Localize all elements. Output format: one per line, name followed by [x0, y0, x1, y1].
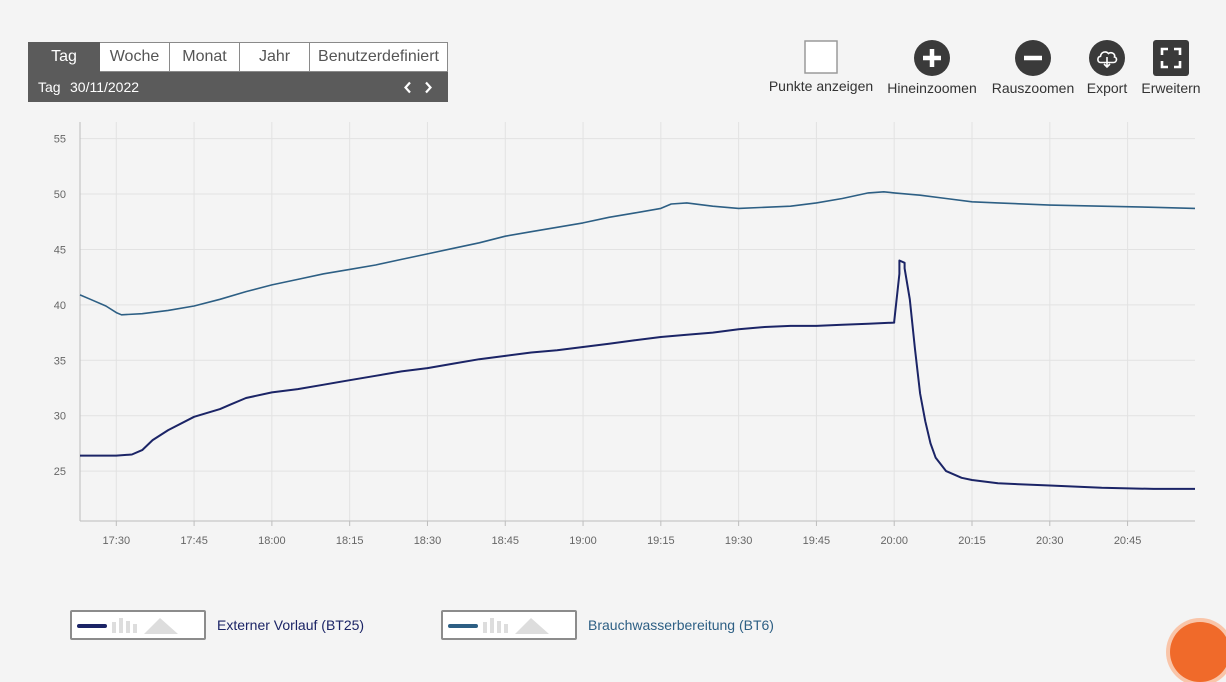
legend-swatch-box [70, 610, 206, 640]
x-tick-label: 19:00 [569, 535, 597, 547]
legend-series-icon [448, 618, 549, 634]
x-tick-label: 18:00 [258, 535, 286, 547]
legend-swatch-box [441, 610, 577, 640]
legend-label-bt25: Externer Vorlauf (BT25) [217, 617, 365, 633]
tab-tag[interactable]: Tag [28, 42, 100, 72]
x-tick-label: 18:30 [414, 535, 442, 547]
date-period-label: Tag [38, 79, 61, 95]
tab-jahr[interactable]: Jahr [240, 42, 310, 72]
x-tick-label: 17:45 [180, 535, 208, 547]
y-tick-label: 25 [54, 466, 66, 478]
legend-series-icon [77, 618, 178, 634]
export-button[interactable]: Export [1084, 40, 1130, 96]
y-tick-label: 45 [54, 244, 66, 256]
x-tick-label: 17:30 [103, 535, 131, 547]
export-label: Export [1086, 80, 1128, 96]
date-value[interactable]: 30/11/2022 [70, 79, 140, 95]
tab-benutzerdefiniert[interactable]: Benutzerdefiniert [310, 42, 448, 72]
expand-button[interactable]: Erweitern [1140, 40, 1202, 96]
x-tick-label: 20:15 [958, 535, 986, 547]
zoom-out-button[interactable]: Rauszoomen [990, 40, 1076, 96]
previous-day-button[interactable] [401, 72, 415, 102]
checkbox-icon [804, 40, 838, 74]
tab-monat[interactable]: Monat [170, 42, 240, 72]
y-tick-label: 30 [54, 411, 66, 423]
range-tabs: Tag Woche Monat Jahr Benutzerdefiniert [28, 42, 448, 72]
expand-label: Erweitern [1141, 80, 1201, 96]
zoom-in-label: Hineinzoomen [887, 80, 977, 96]
minus-circle-icon [1015, 40, 1051, 76]
y-tick-label: 55 [54, 134, 66, 146]
temperature-chart[interactable]: 25 30 35 40 45 50 55 17:30 17:45 18:00 18:15 18:30 1… [0, 0, 1226, 600]
x-tick-label: 20:30 [1036, 535, 1064, 547]
tab-woche[interactable]: Woche [100, 42, 170, 72]
plus-circle-icon [914, 40, 950, 76]
legend-item-bt6[interactable]: Brauchwasserbereitung (BT6) [441, 610, 801, 642]
zoom-in-button[interactable]: Hineinzoomen [885, 40, 979, 96]
zoom-out-label: Rauszoomen [991, 80, 1075, 96]
x-tick-label: 20:00 [880, 535, 908, 547]
cloud-download-icon [1089, 40, 1125, 76]
chevron-left-icon [404, 81, 411, 94]
x-tick-label: 19:30 [725, 535, 753, 547]
x-tick-label: 19:45 [803, 535, 831, 547]
fullscreen-icon [1153, 40, 1189, 76]
chevron-right-icon [425, 81, 432, 94]
legend-label-bt6: Brauchwasserbereitung (BT6) [588, 617, 774, 633]
x-tick-label: 19:15 [647, 535, 675, 547]
range-selector: Tag Woche Monat Jahr Benutzerdefiniert T… [28, 42, 448, 102]
plot-area [80, 122, 1195, 521]
next-day-button[interactable] [421, 72, 435, 102]
x-tick-label: 18:45 [491, 535, 519, 547]
show-points-label: Punkte anzeigen [768, 78, 874, 94]
x-tick-label: 18:15 [336, 535, 364, 547]
show-points-toggle[interactable]: Punkte anzeigen [768, 40, 874, 94]
y-tick-label: 40 [54, 300, 66, 312]
chat-help-button[interactable] [1170, 622, 1226, 682]
series-line-bt6 [79, 191, 1196, 316]
legend-item-bt25[interactable]: Externer Vorlauf (BT25) [70, 610, 370, 642]
x-tick-label: 20:45 [1114, 535, 1142, 547]
y-tick-label: 50 [54, 189, 66, 201]
date-row: Tag 30/11/2022 [28, 72, 448, 102]
series-line-bt25 [80, 259, 1195, 490]
y-tick-label: 35 [54, 355, 66, 367]
